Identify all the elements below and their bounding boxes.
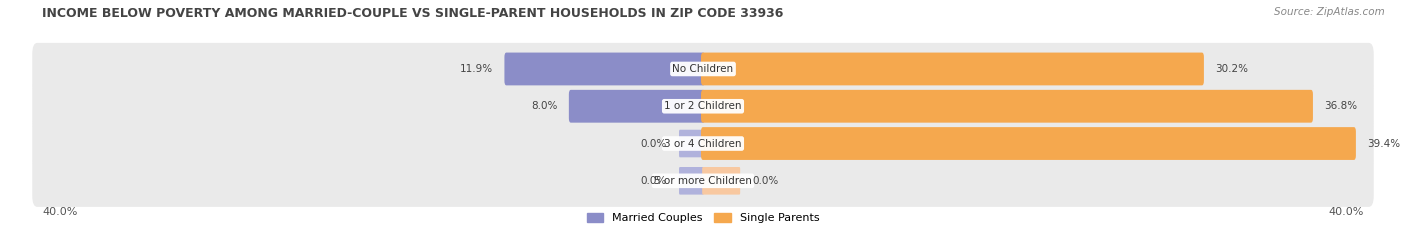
Text: 1 or 2 Children: 1 or 2 Children <box>664 101 742 111</box>
Text: 30.2%: 30.2% <box>1215 64 1249 74</box>
FancyBboxPatch shape <box>32 117 1374 170</box>
FancyBboxPatch shape <box>32 155 1374 207</box>
Text: 39.4%: 39.4% <box>1367 139 1400 148</box>
FancyBboxPatch shape <box>32 43 1374 95</box>
Legend: Married Couples, Single Parents: Married Couples, Single Parents <box>582 208 824 227</box>
Text: 0.0%: 0.0% <box>640 139 666 148</box>
Text: 36.8%: 36.8% <box>1324 101 1357 111</box>
Text: 3 or 4 Children: 3 or 4 Children <box>664 139 742 148</box>
FancyBboxPatch shape <box>702 90 1313 123</box>
Text: INCOME BELOW POVERTY AMONG MARRIED-COUPLE VS SINGLE-PARENT HOUSEHOLDS IN ZIP COD: INCOME BELOW POVERTY AMONG MARRIED-COUPL… <box>42 7 783 20</box>
Text: 8.0%: 8.0% <box>531 101 558 111</box>
FancyBboxPatch shape <box>679 130 704 157</box>
Text: 5 or more Children: 5 or more Children <box>654 176 752 186</box>
Text: No Children: No Children <box>672 64 734 74</box>
FancyBboxPatch shape <box>702 167 740 195</box>
Text: 40.0%: 40.0% <box>42 207 77 217</box>
Text: 11.9%: 11.9% <box>460 64 494 74</box>
FancyBboxPatch shape <box>702 53 1204 85</box>
Text: Source: ZipAtlas.com: Source: ZipAtlas.com <box>1274 7 1385 17</box>
FancyBboxPatch shape <box>679 167 704 195</box>
FancyBboxPatch shape <box>569 90 704 123</box>
FancyBboxPatch shape <box>702 127 1355 160</box>
Text: 0.0%: 0.0% <box>640 176 666 186</box>
FancyBboxPatch shape <box>32 80 1374 132</box>
Text: 40.0%: 40.0% <box>1329 207 1364 217</box>
Text: 0.0%: 0.0% <box>752 176 779 186</box>
FancyBboxPatch shape <box>505 53 704 85</box>
